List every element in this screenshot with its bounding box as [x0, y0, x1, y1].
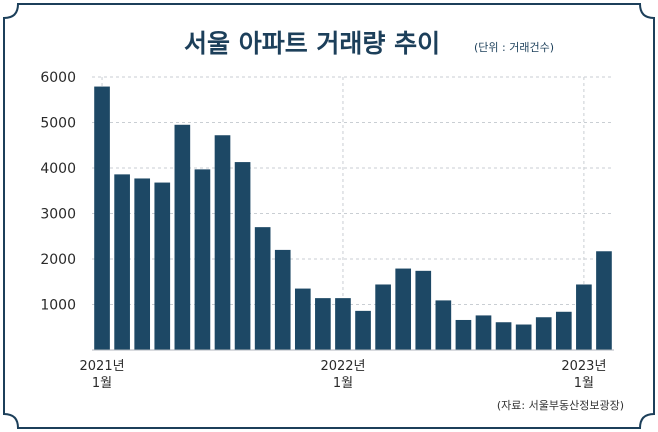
bar-2021-01 [94, 86, 110, 351]
bar-2023-01 [576, 284, 592, 350]
bar-2023-02 [596, 251, 612, 350]
bar-2021-11 [294, 288, 311, 350]
bar-2022-04 [395, 268, 412, 350]
x-tick-label-year: 2022년 [320, 359, 365, 374]
bar-2022-07 [455, 319, 472, 350]
bar-2021-08 [234, 162, 251, 350]
y-tick-label: 3000 [40, 207, 76, 223]
bar-2021-09 [254, 227, 271, 350]
bar-2021-03 [134, 178, 151, 350]
y-tick-label: 6000 [40, 70, 76, 86]
x-tick-label-month: 1월 [333, 376, 353, 391]
bar-2022-12 [555, 311, 572, 350]
bar-2021-06 [194, 169, 211, 350]
bar-2022-03 [375, 284, 391, 350]
bar-2022-05 [415, 270, 432, 350]
bar-2022-10 [515, 324, 532, 350]
chart-source: (자료: 서울부동산정보광장) [497, 399, 624, 412]
x-tick-label-month: 1월 [574, 376, 594, 391]
bar-2022-08 [475, 315, 492, 350]
bar-2021-02 [114, 174, 130, 350]
bar-2021-04 [154, 182, 171, 350]
y-tick-label: 1000 [40, 298, 76, 314]
y-tick-label: 4000 [40, 161, 76, 177]
y-axis-tick-labels: 6000 5000 4000 3000 2000 1000 [40, 70, 76, 314]
bar-2021-07 [214, 135, 231, 350]
y-tick-label: 5000 [40, 116, 76, 132]
bar-2021-10 [274, 249, 291, 350]
x-axis-tick-labels: 2021년 1월 2022년 1월 2023년 1월 [80, 359, 607, 391]
x-tick-label-year: 2021년 [80, 359, 125, 374]
y-tick-label: 2000 [40, 252, 76, 268]
bar-2021-12 [315, 298, 331, 350]
bar-2022-02 [355, 310, 371, 350]
grid-lines [92, 76, 614, 350]
bar-2022-11 [535, 317, 552, 350]
x-tick-label-year: 2023년 [561, 359, 606, 374]
chart-title: 서울 아파트 거래량 추이 [184, 29, 440, 58]
bar-2022-09 [495, 322, 512, 350]
bars [94, 86, 612, 351]
bar-2022-06 [435, 300, 452, 350]
chart-frame [3, 3, 655, 429]
bar-2021-05 [174, 124, 191, 351]
x-tick-label-month: 1월 [92, 376, 112, 391]
bar-2022-01 [335, 298, 351, 350]
chart-unit-note: (단위 : 거래건수) [474, 41, 554, 54]
